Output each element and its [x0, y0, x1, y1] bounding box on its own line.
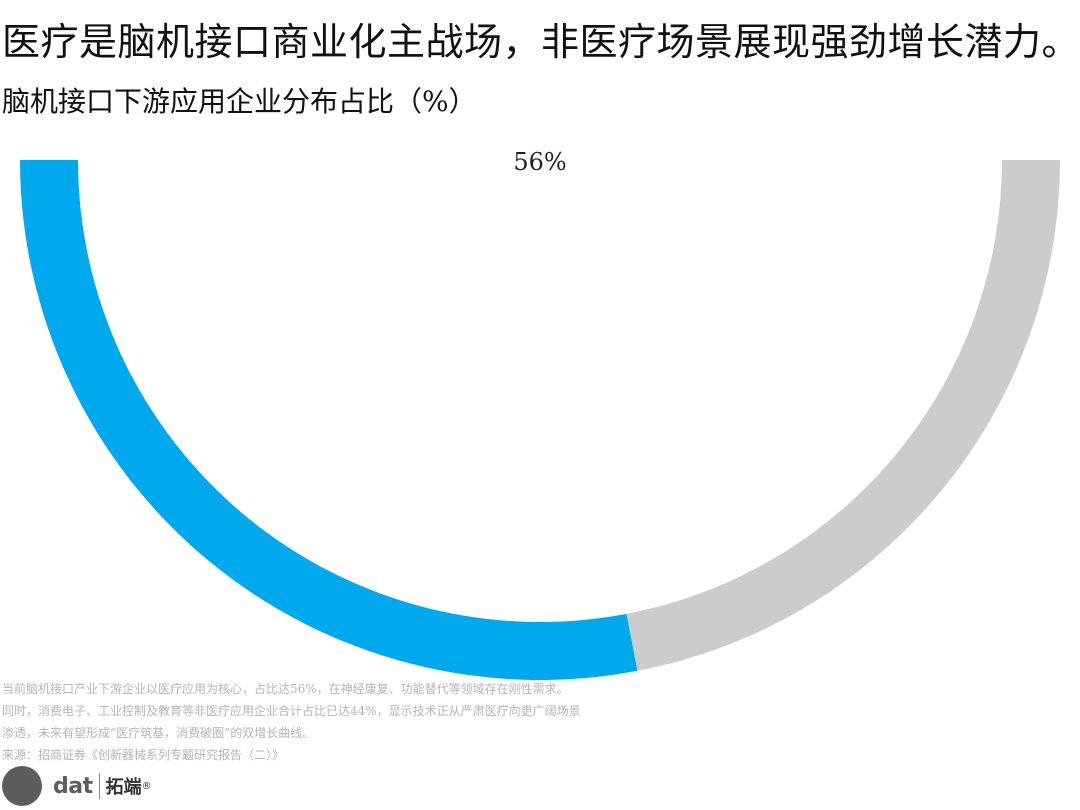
- chart-title: 脑机接口下游应用企业分布占比（%）: [2, 85, 477, 118]
- logo-separator: [98, 773, 100, 799]
- headline: 医疗是脑机接口商业化主战场，非医疗场景展现强劲增长潜力。: [2, 20, 1080, 64]
- donut-segment-2: [626, 160, 1060, 671]
- footnote-line-1: 当前脑机接口产业下游企业以医疗应用为核心，占比达56%，在神经康复、功能替代等领…: [2, 682, 569, 696]
- footnote-line-3: 渗透，未来有望形成“医疗筑基，消费破圈”的双增长曲线。: [2, 726, 315, 740]
- logo-registered-mark: ®: [141, 780, 152, 792]
- logo-cn-name: 拓端: [105, 777, 142, 798]
- footnote-line-2: 同时，消费电子、工业控制及教育等非医疗应用企业合计占比已达44%，显示技术正从严…: [2, 704, 581, 718]
- source-note: 来源：招商证券《创新器械系列专题研究报告（二）》: [2, 748, 285, 762]
- donut-segment-1: [20, 160, 638, 680]
- tecdat-logo: tecdat 拓端®: [2, 766, 152, 806]
- logo-badge: [2, 766, 42, 806]
- footnote: 当前脑机接口产业下游企业以医疗应用为核心，占比达56%，在神经康复、功能替代等领…: [2, 678, 722, 766]
- logo-word-part2: dat: [52, 773, 93, 799]
- data-label-segment-1: 56%: [513, 148, 566, 176]
